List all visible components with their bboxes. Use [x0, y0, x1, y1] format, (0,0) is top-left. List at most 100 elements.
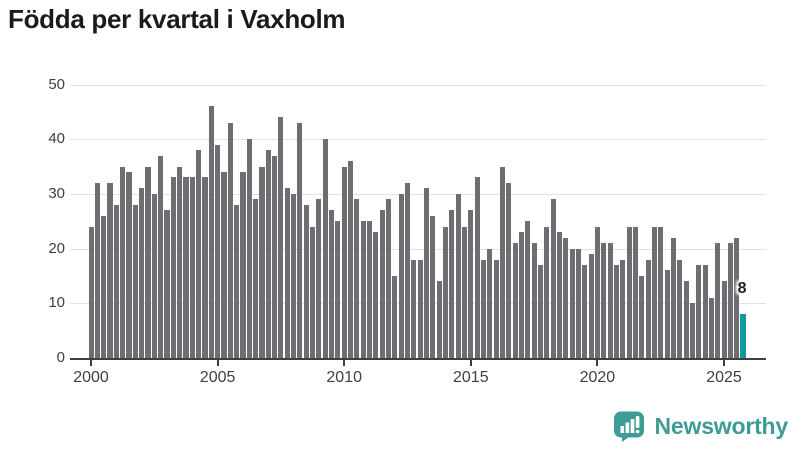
x-axis-label-2015: 2015: [453, 369, 489, 386]
bar-2003-q2: [170, 177, 176, 358]
bar-2009-q1: [316, 199, 322, 358]
bar-2015-q3: [480, 259, 487, 358]
x-axis-tick-2025: [723, 360, 725, 366]
x-axis-label-2005: 2005: [199, 369, 236, 386]
bar-2000-q2: [94, 182, 100, 358]
bar-2005-q3: [227, 122, 233, 358]
x-axis-label-2020: 2020: [579, 369, 616, 386]
bar-2002-q3: [151, 193, 157, 358]
bar-2015-q4: [487, 248, 493, 358]
bar-2016-q1: [493, 259, 499, 358]
x-axis-label-2010: 2010: [326, 369, 362, 386]
bar-2001-q2: [120, 166, 126, 358]
bar-2007-q2: [272, 155, 278, 358]
bar-2003-q1: [164, 210, 170, 358]
bar-2000-q1: [88, 226, 94, 358]
bar-2008-q3: [303, 204, 309, 358]
bar-2003-q3: [177, 166, 183, 358]
bar-2002-q1: [139, 188, 145, 358]
bar-2009-q3: [329, 210, 335, 358]
gridline-20: [70, 248, 766, 250]
x-axis-tick-2000: [90, 360, 92, 366]
bar-2022-q4: [664, 270, 670, 358]
bar-2007-q3: [278, 117, 284, 358]
bar-2021-q3: [632, 226, 638, 358]
bar-2024-q4: [715, 243, 721, 358]
bar-2018-q2: [550, 199, 556, 358]
x-axis-tick-2010: [343, 360, 346, 366]
bar-2017-q2: [525, 221, 531, 358]
bar-2022-q2: [651, 226, 657, 358]
bar-2001-q4: [132, 204, 138, 358]
highlighted-value-label: 8: [737, 280, 747, 298]
y-axis-label-0: 0: [56, 349, 65, 366]
bar-2001-q3: [126, 172, 132, 358]
bar-2011-q3: [379, 210, 385, 358]
bar-2008-q2: [297, 122, 303, 358]
bar-2014-q4: [461, 226, 468, 358]
x-axis-tick-2005: [216, 360, 219, 366]
bar-2016-q2: [499, 166, 506, 358]
bar-2002-q2: [145, 166, 151, 358]
newsworthy-logo-text: Newsworthy: [654, 413, 789, 439]
bar-2006-q4: [259, 166, 265, 358]
bar-2024-q1: [696, 265, 702, 358]
bar-2004-q4: [208, 106, 214, 358]
bar-2024-q3: [708, 297, 714, 358]
bar-2014-q3: [455, 193, 461, 358]
bar-2006-q3: [253, 199, 259, 358]
bar-2003-q4: [183, 177, 189, 358]
bar-2012-q3: [405, 182, 411, 358]
bar-2004-q3: [202, 177, 208, 358]
bar-2017-q3: [531, 243, 537, 358]
bar-2008-q4: [310, 226, 316, 358]
bar-2011-q2: [373, 232, 379, 358]
bar-2012-q2: [398, 193, 404, 358]
bar-2021-q2: [626, 226, 632, 358]
x-axis-tick-2015: [469, 360, 472, 366]
bar-2013-q3: [430, 215, 436, 358]
y-axis-label-40: 40: [48, 130, 65, 148]
bar-2016-q4: [512, 243, 518, 358]
bar-2025-q4: [740, 314, 746, 358]
bar-2020-q1: [594, 226, 600, 358]
bar-2023-q1: [670, 237, 676, 358]
bar-2012-q1: [392, 275, 398, 358]
bar-2011-q1: [367, 221, 373, 358]
y-axis-label-20: 20: [48, 239, 65, 257]
bar-2015-q2: [474, 177, 480, 358]
bar-2010-q3: [354, 199, 360, 358]
bar-2019-q4: [588, 254, 594, 358]
bar-2017-q4: [537, 265, 544, 358]
bar-2010-q1: [341, 166, 347, 358]
bar-2000-q3: [101, 215, 107, 358]
bar-2007-q4: [284, 188, 290, 358]
bar-2010-q4: [360, 221, 366, 358]
bar-2013-q4: [436, 281, 442, 358]
newsworthy-logo: Newsworthy: [613, 410, 788, 443]
bar-2001-q1: [113, 204, 119, 358]
bar-2019-q2: [575, 248, 581, 358]
bar-2010-q2: [348, 161, 354, 358]
x-axis-label-2025: 2025: [706, 369, 742, 386]
x-axis-tick-2020: [596, 360, 599, 366]
bar-2021-q1: [620, 259, 626, 358]
bar-2018-q1: [544, 226, 550, 358]
bar-2019-q1: [569, 248, 575, 358]
bar-2023-q2: [677, 259, 683, 358]
newsworthy-logo-icon: [613, 410, 646, 443]
bar-2014-q1: [442, 226, 449, 358]
bar-2009-q4: [335, 221, 341, 358]
bar-2000-q4: [107, 182, 113, 358]
bar-2025-q2: [727, 243, 733, 358]
x-axis-line: [70, 358, 766, 360]
bar-2025-q3: [734, 237, 740, 358]
gridline-50: [70, 84, 766, 86]
bar-2005-q1: [215, 144, 221, 358]
bar-2013-q2: [423, 188, 430, 358]
bar-2002-q4: [158, 155, 164, 358]
bar-2020-q4: [613, 265, 619, 358]
bar-2021-q4: [639, 275, 645, 358]
bar-2008-q1: [291, 193, 297, 358]
